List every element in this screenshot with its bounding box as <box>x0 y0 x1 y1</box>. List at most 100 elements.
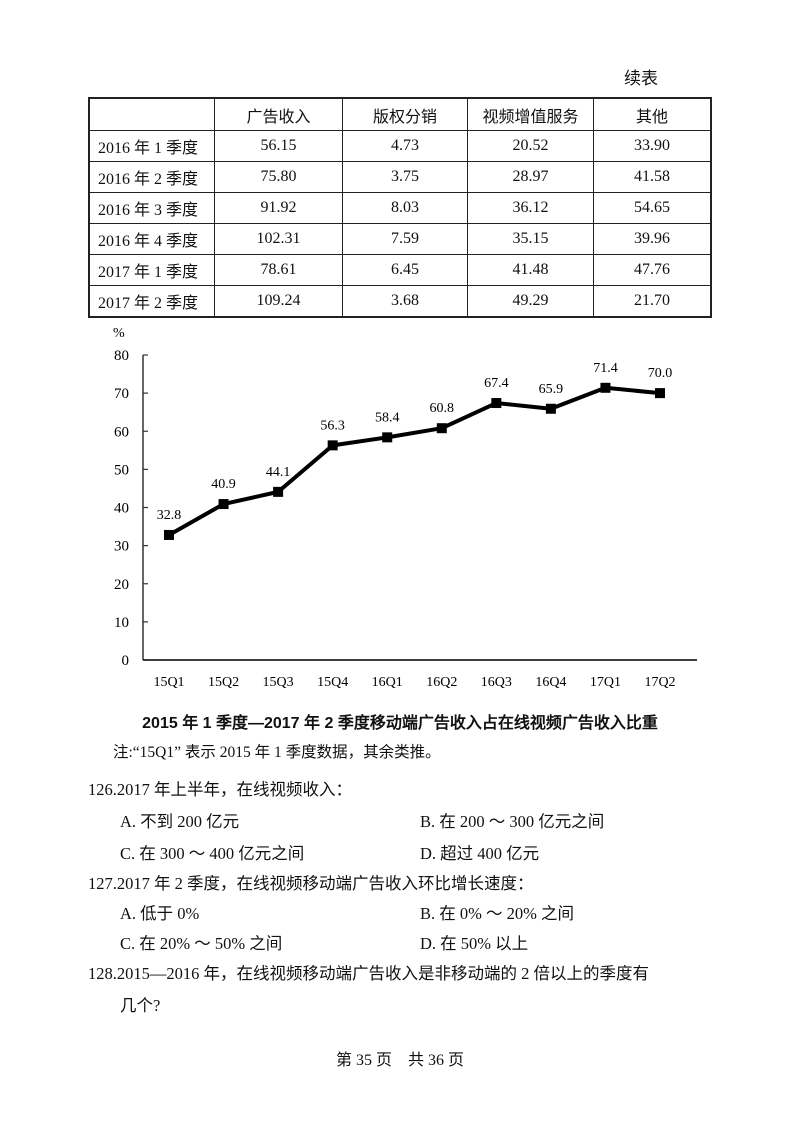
cell-other: 47.76 <box>593 254 712 286</box>
series-line <box>168 385 661 537</box>
chart-title: 2015 年 1 季度—2017 年 2 季度移动端广告收入占在线视频广告收入比… <box>142 715 658 732</box>
q126-option-b: B. 在 200 ～ 300 亿元之间 <box>420 812 605 831</box>
continued-table-label: 续表 <box>624 69 658 88</box>
header-value-added: 视频增值服务 <box>467 97 594 131</box>
y-tick-label: 40 <box>114 501 129 517</box>
row-period: 2017 年 2 季度 <box>88 285 215 318</box>
table-row: 2016 年 2 季度 75.80 3.75 28.97 41.58 <box>88 161 712 193</box>
cell-ad: 91.92 <box>214 192 343 224</box>
y-tick-label: 80 <box>114 348 129 364</box>
cell-other: 21.70 <box>593 285 712 318</box>
x-tick-label: 15Q2 <box>208 675 239 690</box>
q126-option-d: D. 超过 400 亿元 <box>420 844 540 863</box>
cell-vas: 20.52 <box>467 130 594 162</box>
y-tick-label: 10 <box>114 615 129 631</box>
data-point-marker <box>436 423 447 434</box>
cell-copyright: 6.45 <box>342 254 468 286</box>
question-128-stem-line1: 128.2015—2016 年，在线视频移动端广告收入是非移动端的 2 倍以上的… <box>88 964 649 983</box>
cell-copyright: 4.73 <box>342 130 468 162</box>
cell-copyright: 3.75 <box>342 161 468 193</box>
q127-option-d: D. 在 50% 以上 <box>420 934 529 953</box>
cell-ad: 75.80 <box>214 161 343 193</box>
cell-vas: 49.29 <box>467 285 594 318</box>
table-row: 2016 年 1 季度 56.15 4.73 20.52 33.90 <box>88 130 712 162</box>
cell-other: 54.65 <box>593 192 712 224</box>
chart-canvas: % 0 10 20 30 40 50 60 70 80 15Q1 15Q2 15Q3 15Q4 16Q1… <box>113 326 697 690</box>
data-point-marker <box>327 440 338 451</box>
data-point-marker <box>273 486 284 497</box>
data-series: 32.8 40.9 44.1 56.3 58.4 60.8 67.4 65.9 71.4 70.0 <box>157 361 673 540</box>
table-header-row: 广告收入 版权分销 视频增值服务 其他 <box>88 97 712 131</box>
cell-other: 33.90 <box>593 130 712 162</box>
y-tick-label: 50 <box>114 462 129 478</box>
question-128-stem-line2: 几个? <box>120 996 161 1015</box>
x-tick-label: 15Q1 <box>153 675 184 690</box>
cell-ad: 78.61 <box>214 254 343 286</box>
data-value-label: 71.4 <box>593 361 618 376</box>
row-period: 2016 年 2 季度 <box>88 161 215 193</box>
x-tick-label: 16Q4 <box>535 675 566 690</box>
y-tick-label: 60 <box>114 424 129 440</box>
row-period: 2017 年 1 季度 <box>88 254 215 286</box>
table-row: 2016 年 4 季度 102.31 7.59 35.15 39.96 <box>88 223 712 255</box>
data-value-label: 60.8 <box>430 401 455 416</box>
y-tick-label: 30 <box>114 539 129 555</box>
chart-note: 注:“15Q1” 表示 2015 年 1 季度数据，其余类推。 <box>113 744 441 761</box>
x-tick-label: 15Q4 <box>317 675 348 690</box>
x-tick-label: 15Q3 <box>263 675 294 690</box>
row-period: 2016 年 4 季度 <box>88 223 215 255</box>
q126-option-a: A. 不到 200 亿元 <box>120 812 240 831</box>
data-point-marker <box>218 499 229 510</box>
cell-vas: 41.48 <box>467 254 594 286</box>
cell-copyright: 3.68 <box>342 285 468 318</box>
y-tick-label: 0 <box>122 653 130 669</box>
data-point-marker <box>491 398 502 409</box>
question-126-stem: 126.2017 年上半年，在线视频收入： <box>88 780 352 799</box>
data-value-label: 70.0 <box>648 366 673 381</box>
y-axis: 0 10 20 30 40 50 60 70 80 <box>114 348 148 669</box>
header-ad-revenue: 广告收入 <box>214 97 343 131</box>
cell-ad: 56.15 <box>214 130 343 162</box>
line-chart: % 0 10 20 30 40 50 60 70 80 15Q1 15Q2 15Q3 15Q4 16Q1… <box>0 320 800 700</box>
cell-other: 41.58 <box>593 161 712 193</box>
x-axis: 15Q1 15Q2 15Q3 15Q4 16Q1 16Q2 16Q3 16Q4 17Q1 17Q2 <box>143 659 697 690</box>
data-value-label: 40.9 <box>211 477 236 492</box>
q127-option-c: C. 在 20% ～ 50% 之间 <box>120 934 283 953</box>
row-period: 2016 年 1 季度 <box>88 130 215 162</box>
x-tick-label: 16Q2 <box>426 675 457 690</box>
q127-option-a: A. 低于 0% <box>120 904 200 923</box>
data-value-label: 65.9 <box>539 382 564 397</box>
header-corner <box>88 97 215 131</box>
question-127-stem: 127.2017 年 2 季度，在线视频移动端广告收入环比增长速度： <box>88 874 534 893</box>
page-footer: 第 35 页 共 36 页 <box>335 1052 464 1069</box>
x-tick-label: 16Q1 <box>372 675 403 690</box>
q126-option-c: C. 在 300 ～ 400 亿元之间 <box>120 844 305 863</box>
data-point-marker <box>545 403 556 414</box>
cell-ad: 109.24 <box>214 285 343 318</box>
data-value-label: 32.8 <box>157 508 182 523</box>
x-tick-label: 17Q2 <box>644 675 675 690</box>
cell-copyright: 8.03 <box>342 192 468 224</box>
cell-copyright: 7.59 <box>342 223 468 255</box>
header-other: 其他 <box>593 97 712 131</box>
cell-other: 39.96 <box>593 223 712 255</box>
table-row: 2017 年 2 季度 109.24 3.68 49.29 21.70 <box>88 285 712 318</box>
cell-vas: 35.15 <box>467 223 594 255</box>
y-tick-label: 70 <box>114 386 129 402</box>
header-copyright: 版权分销 <box>342 97 468 131</box>
q127-option-b: B. 在 0% ～ 20% 之间 <box>420 904 574 923</box>
cell-vas: 36.12 <box>467 192 594 224</box>
table-row: 2016 年 3 季度 91.92 8.03 36.12 54.65 <box>88 192 712 224</box>
data-value-label: 56.3 <box>320 418 345 433</box>
data-point-marker <box>600 382 611 393</box>
x-tick-label: 17Q1 <box>590 675 621 690</box>
cell-ad: 102.31 <box>214 223 343 255</box>
data-value-label: 67.4 <box>484 376 509 391</box>
data-point-marker <box>382 432 393 443</box>
cell-vas: 28.97 <box>467 161 594 193</box>
y-tick-label: 20 <box>114 577 129 593</box>
revenue-table: 广告收入 版权分销 视频增值服务 其他 2016 年 1 季度 56.15 4.… <box>88 97 712 318</box>
data-value-label: 44.1 <box>266 465 291 480</box>
y-axis-unit-label: % <box>113 326 125 341</box>
x-tick-label: 16Q3 <box>481 675 512 690</box>
